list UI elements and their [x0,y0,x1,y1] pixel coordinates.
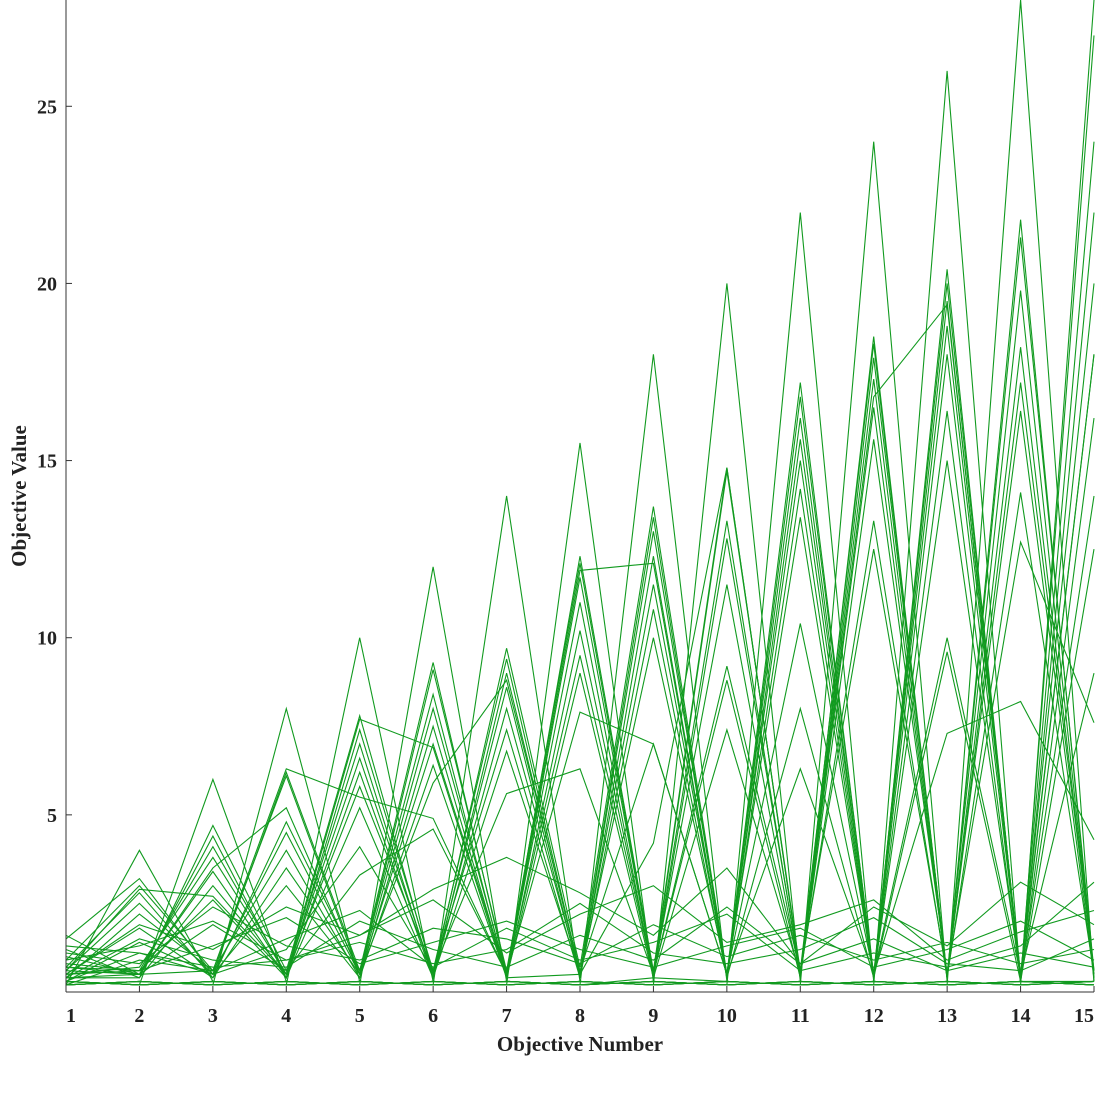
x-tick-label-15: 15 [1074,1005,1094,1027]
axes [65,0,1095,993]
x-tick-label-3: 3 [208,1005,218,1027]
y-tick-label-15: 15 [37,451,57,473]
y-tick-label-20: 20 [37,273,57,295]
x-tick-label-7: 7 [502,1005,512,1027]
series-line-20 [65,212,1095,982]
y-tick-label-10: 10 [37,628,57,650]
x-tick-label-13: 13 [937,1005,957,1027]
series-line-13 [65,0,1095,986]
series-lines [65,0,1095,986]
series-line-18 [65,141,1095,980]
y-tick-labels: 5 10 15 20 25 [37,96,57,827]
x-tick-label-12: 12 [864,1005,884,1027]
series-line-21 [65,347,1095,978]
y-tick-marks [66,105,72,816]
x-tick-label-14: 14 [1011,1005,1031,1027]
series-line-35 [65,885,1095,961]
y-tick-label-25: 25 [37,96,57,118]
series-line-26 [66,410,1095,982]
x-tick-labels: 1 2 3 4 5 6 7 8 9 10 11 12 13 14 15 [66,1005,1094,1027]
series-line-16 [65,35,1095,982]
x-tick-label-10: 10 [717,1005,737,1027]
series-line-24 [65,354,1095,980]
y-tick-label-5: 5 [47,805,57,827]
series-line-30 [65,303,1095,979]
series-line-38 [65,906,1095,979]
x-tick-label-4: 4 [281,1005,291,1027]
series-line-31 [65,623,1095,979]
x-tick-label-2: 2 [134,1005,144,1027]
x-tick-marks [65,986,1095,992]
plot-area [65,0,1095,986]
series-line-15 [65,219,1095,982]
series-line-29 [65,549,1095,982]
series-line-27 [65,492,1095,982]
x-tick-label-11: 11 [791,1005,810,1027]
series-line-36 [65,881,1095,986]
x-tick-label-9: 9 [648,1005,658,1027]
x-tick-label-6: 6 [428,1005,438,1027]
series-line-32 [65,540,1095,982]
series-line-34 [65,856,1095,975]
series-line-12 [65,70,1095,986]
series-line-23 [65,382,1095,980]
x-tick-label-5: 5 [355,1005,365,1027]
series-line-33 [65,354,1095,977]
x-tick-label-1: 1 [66,1005,76,1027]
y-axis-title: Objective Value [7,425,31,567]
x-axis-title: Objective Number [497,1032,663,1056]
series-line-25 [65,410,1095,979]
series-line-39 [65,916,1095,972]
series-line-40 [65,902,1095,972]
series-line-14 [65,0,1095,986]
x-tick-label-8: 8 [575,1005,585,1027]
